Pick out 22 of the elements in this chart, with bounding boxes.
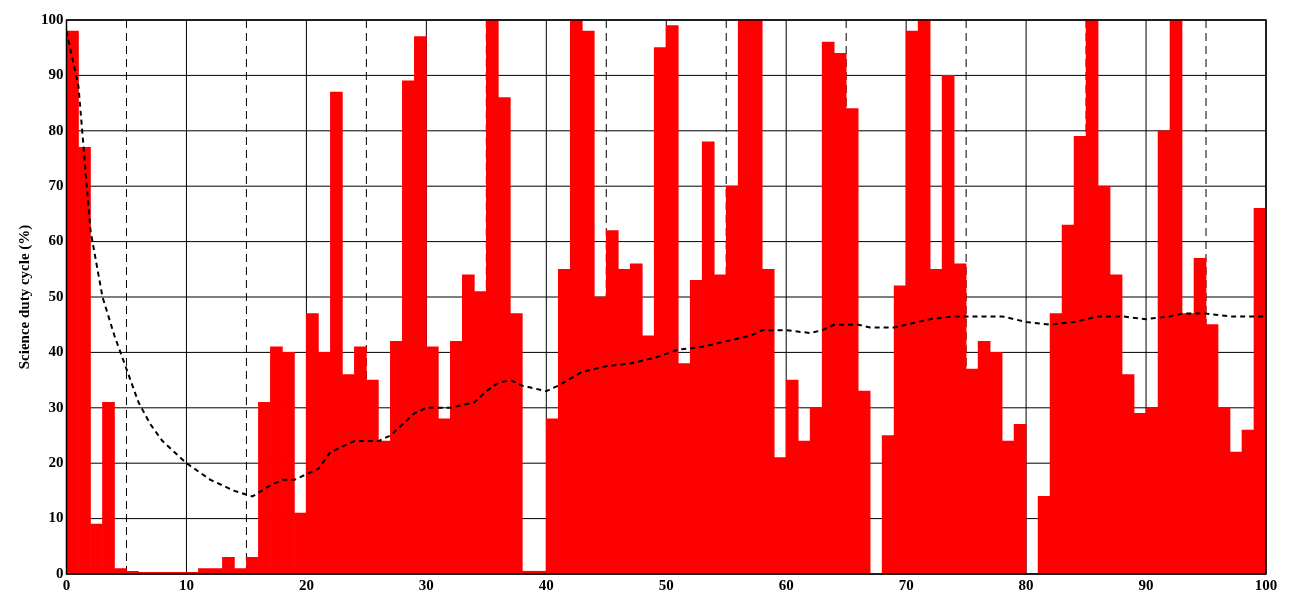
y-tick-label: 50 <box>48 287 64 304</box>
y-tick-label: 70 <box>48 177 64 194</box>
y-tick-label: 30 <box>48 398 64 415</box>
x-tick-label: 20 <box>298 576 314 593</box>
y-tick-label: 10 <box>48 509 64 526</box>
y-tick-label: 100 <box>41 10 64 27</box>
y-tick-label: 60 <box>48 232 64 249</box>
y-tick-label: 80 <box>48 121 64 138</box>
y-tick-label: 0 <box>56 564 64 581</box>
x-tick-label: 40 <box>538 576 554 593</box>
x-tick-label: 70 <box>898 576 914 593</box>
y-axis-title: Science duty cycle (%) <box>15 224 33 370</box>
x-tick-label: 60 <box>778 576 794 593</box>
x-tick-label: 30 <box>418 576 434 593</box>
y-tick-label: 40 <box>48 343 64 360</box>
y-tick-label: 90 <box>48 66 64 83</box>
y-tick-label: 20 <box>48 454 64 471</box>
x-tick-label: 90 <box>1138 576 1154 593</box>
x-tick-label: 50 <box>658 576 674 593</box>
x-tick-label: 80 <box>1018 576 1034 593</box>
x-tick-label: 100 <box>1254 576 1278 593</box>
x-tick-label: 10 <box>178 576 194 593</box>
